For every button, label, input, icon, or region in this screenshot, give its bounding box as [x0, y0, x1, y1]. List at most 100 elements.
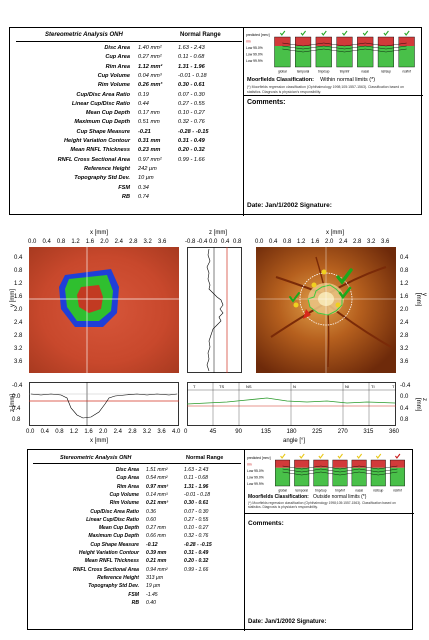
parameter-range: 0.10 - 0.27 [178, 110, 205, 117]
vertical-profile-plot [187, 247, 242, 373]
parameter-range: 0.10 - 0.27 [184, 525, 209, 532]
parameter-value: 0.54 mm² [146, 475, 168, 482]
moorfields-result: Outside normal limits (*) [313, 494, 367, 500]
sector-label: nsl/inf [393, 489, 401, 493]
parameter-value: 0.34 [138, 184, 149, 191]
axis-tick-label: 2.0 [14, 307, 23, 313]
status-check-icon [299, 453, 305, 459]
parameter-range: 0.11 - 0.68 [184, 475, 208, 482]
parameter-value: 0.21 mm³ [146, 500, 169, 507]
legend-label: Low 99.0% [247, 476, 264, 480]
status-check-icon [300, 30, 307, 36]
moorfields-result: Within normal limits (*) [320, 77, 376, 83]
sector-label: temporal [297, 70, 310, 74]
parameter-label: Rim Volume [97, 82, 130, 89]
parameter-label: Mean Cup Depth [98, 525, 139, 532]
axis-tick-label: 0.0 [400, 394, 409, 401]
x-axis-title-right: x [mm] [326, 230, 344, 236]
parameter-row: Cup/Disc Area Ratio 0.36 0.07 - 0.30 [28, 509, 412, 517]
parameter-value: 0.31 mm [138, 138, 161, 144]
parameter-row: Cup Shape Measure -0.12 -0.28 - -0.15 [28, 542, 412, 550]
parameter-label: Disc Area [115, 467, 139, 473]
axis-tick-label: 3.2 [142, 429, 152, 435]
axis-tick-label: 0.8 [14, 268, 23, 274]
parameter-label: FSM [128, 591, 139, 598]
parameter-range: -0.01 - 0.18 [184, 491, 211, 498]
parameter-range: 1.31 - 1.96 [184, 483, 209, 490]
bottom-moorfields-bars: predicted [mm²] rim Low 95.0% Low 99.0% Low … [247, 453, 405, 493]
parameter-range: -0.01 - 0.18 [178, 72, 207, 79]
sector-label: tmp/sup [315, 489, 327, 493]
date-signature: Date: Jan/1/2002 Signature: [248, 619, 326, 625]
divider [16, 41, 242, 42]
parameter-range: 1.63 - 2.43 [184, 467, 209, 473]
signature-label: Signature: [299, 202, 332, 209]
parameter-row: Cup Area 0.54 mm² 0.11 - 0.68 [28, 475, 412, 483]
axis-tick-label: 1.2 [297, 239, 306, 245]
parameter-range: 0.20 - 0.32 [184, 558, 209, 565]
threshold-line [282, 468, 398, 473]
parameter-range: -0.28 - -0.15 [184, 541, 212, 548]
parameter-label: Mean Cup Depth [85, 110, 130, 117]
sector-bar: nsl/sup [377, 30, 395, 74]
axis-tick-label: 3.2 [367, 239, 376, 245]
parameter-label: Cup Shape Measure [76, 128, 130, 135]
axis-tick-label: 1.2 [69, 429, 79, 435]
parameter-row: Reference Height 313 µm [28, 575, 412, 583]
axis-tick-label: 0.4 [400, 405, 409, 412]
stereo-title: Stereometric Analysis ONH [60, 455, 132, 461]
y-axis-title-right: y [mm] [415, 293, 427, 307]
parameter-range: 0.31 - 0.49 [184, 550, 209, 556]
legend-label: predicted [mm²] [247, 456, 271, 460]
date-label: Date: Jan/1/2002 [247, 202, 298, 209]
axis-tick-label: 2.4 [113, 429, 122, 435]
axis-tick-label: 2.4 [400, 320, 409, 326]
parameter-row: Height Variation Contour 0.31 mm 0.31 - 0.… [10, 138, 421, 147]
parameter-label: Cup Area [116, 475, 139, 482]
parameter-label: Disc Area [104, 45, 130, 51]
parameter-label: Reference Height [97, 574, 139, 581]
parameter-value: 313 µm [146, 574, 164, 581]
threshold-line [282, 45, 407, 50]
stereo-title: Stereometric Analysis ONH [45, 32, 123, 38]
sector-label: nasal [355, 489, 363, 493]
axis-tick-label: 2.8 [400, 333, 409, 339]
parameter-label: Topography Std Dev. [74, 175, 130, 182]
axis-tick-label: 270 [337, 429, 348, 435]
axis-tick-label: 3.2 [14, 346, 23, 352]
moorfields-classification: Moorfields Classification: Outside norma… [248, 494, 366, 500]
parameter-range: 0.07 - 0.30 [178, 91, 205, 98]
moorfields-label: Moorfields Classification: [247, 77, 314, 83]
top-moorfields-bars: predicted [mm²] rim Low 95.0% Low 99.0% Low … [246, 30, 415, 74]
axis-tick-label: 3.6 [400, 359, 409, 365]
parameter-row: Maximum Cup Depth 0.51 mm 0.32 - 0.76 [10, 119, 421, 128]
axis-tick-label: 1.6 [311, 239, 320, 245]
axis-tick-label: 2.0 [325, 239, 334, 245]
status-check-icon [383, 30, 389, 36]
threshold-line [282, 471, 398, 476]
parameter-row: FSM -1.45 [28, 592, 412, 600]
sector-bar: nsl/inf [398, 30, 415, 74]
axis-tick-label: 3.2 [400, 346, 409, 352]
parameter-row: Disc Area 1.40 mm² 1.63 - 2.43 [10, 45, 421, 54]
signature-label: Signature: [296, 619, 327, 625]
x-axis-title-left: x [mm] [90, 230, 108, 236]
parameter-range: 0.99 - 1.66 [178, 156, 205, 163]
parameter-value: 1.51 mm² [146, 467, 168, 473]
parameter-label: Maximum Cup Depth [74, 119, 130, 126]
parameter-row: Mean Cup Depth 0.27 mm 0.10 - 0.27 [28, 525, 412, 533]
parameter-value: -1.45 [146, 591, 158, 598]
parameter-row: Cup Shape Measure -0.21 -0.28 - -0.15 [10, 129, 421, 138]
moorfields-reference: (*) Moorfields regression classification… [248, 501, 396, 510]
axis-tick-label: 0.4 [40, 429, 49, 435]
status-check-icon [321, 30, 327, 36]
sector-bar: global [274, 30, 291, 74]
sector-tag: TS [219, 384, 225, 389]
status-check-icon [404, 30, 410, 36]
parameter-value: 0.60 [146, 516, 156, 523]
reflectance-image [256, 247, 396, 373]
axis-tick-label: 0.4 [221, 239, 230, 245]
axis-tick-label: 0.8 [12, 417, 21, 423]
moorfields-reference: (*) Moorfields regression classification… [247, 85, 405, 94]
axis-tick-label: 3.2 [143, 239, 152, 245]
